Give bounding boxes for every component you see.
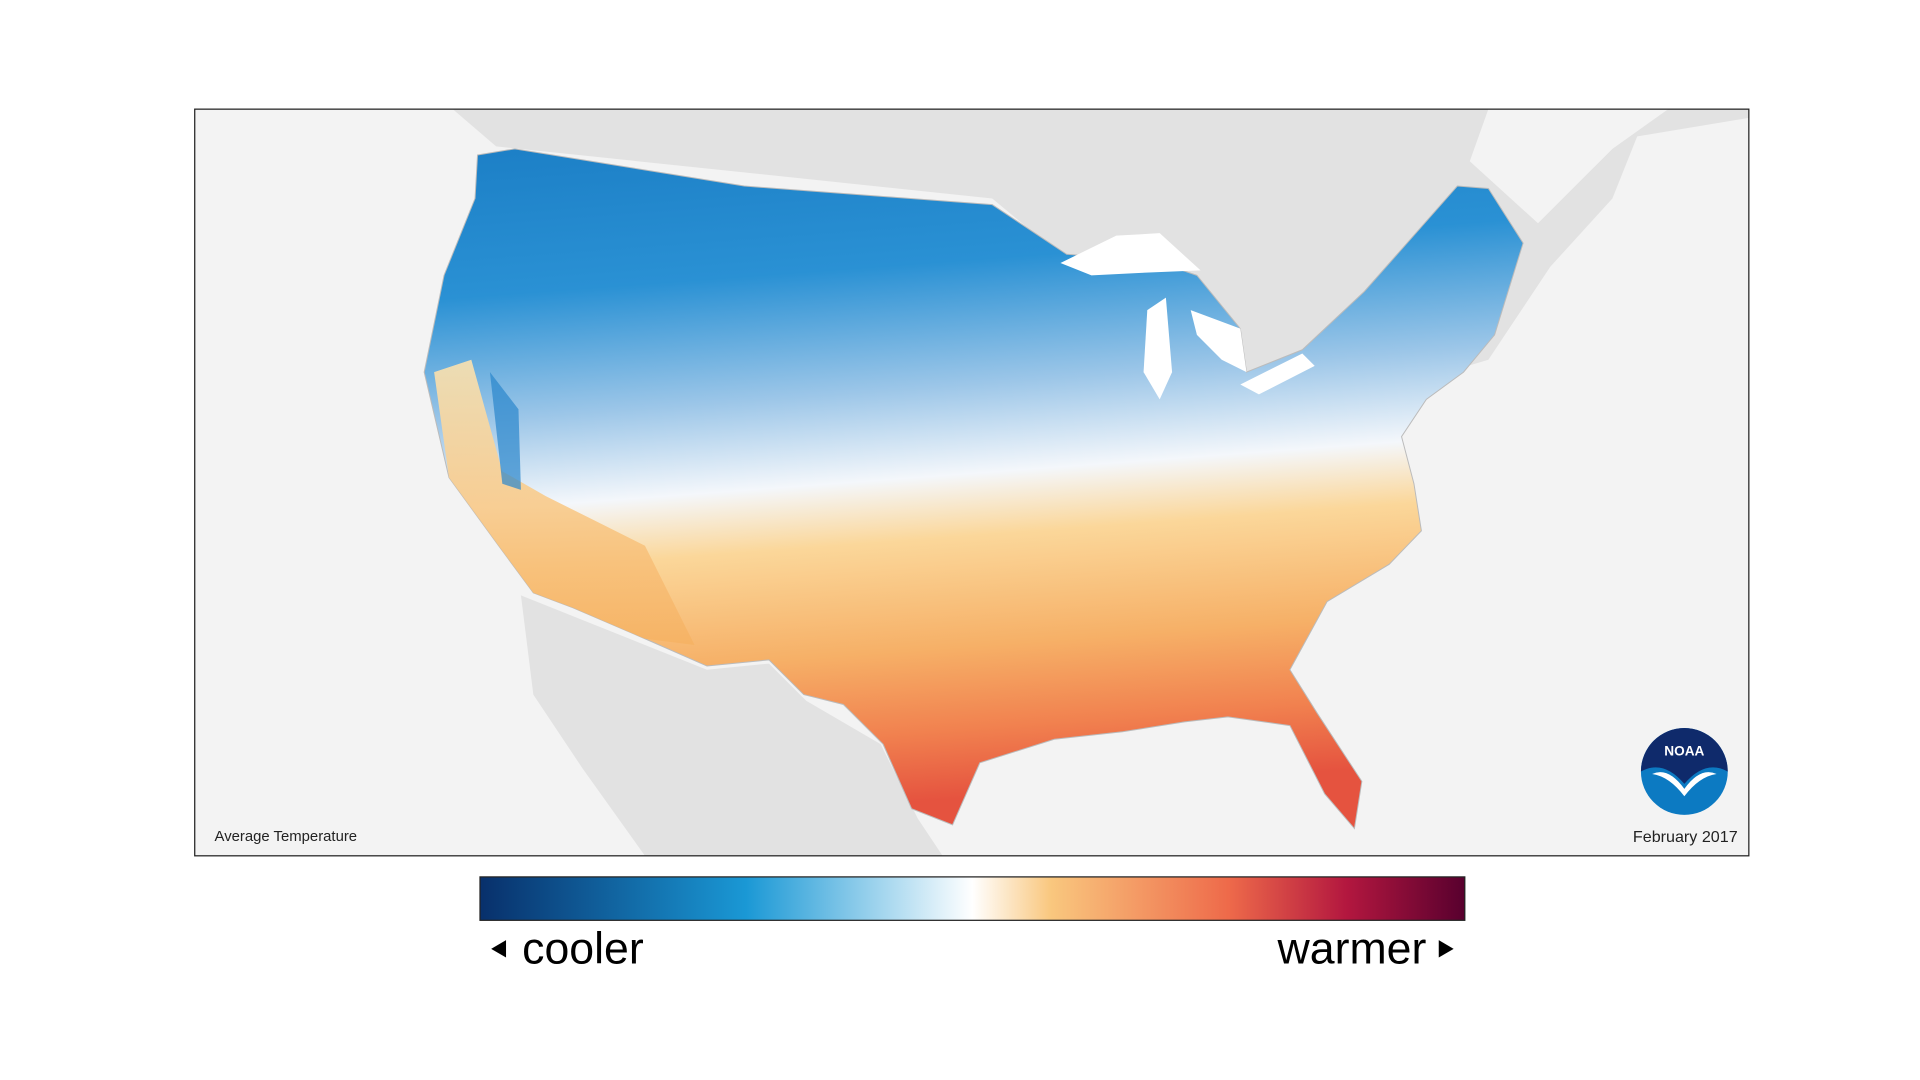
mexico-land	[520, 595, 943, 856]
lake-michigan	[1143, 297, 1173, 400]
legend-low-label: cooler	[522, 925, 644, 974]
color-scale	[479, 876, 1466, 921]
right-arrow	[1438, 940, 1454, 958]
map-title: Average Temperature	[215, 829, 358, 845]
noaa-logo: NOAA	[1640, 728, 1728, 815]
lake-erie	[1240, 353, 1315, 395]
map-date: February 2017	[1633, 828, 1738, 846]
left-arrow	[491, 940, 507, 958]
logo-text: NOAA	[1664, 743, 1704, 758]
logo-bird	[1652, 772, 1717, 797]
map-frame	[194, 108, 1750, 857]
legend-high-label: warmer	[1277, 925, 1427, 974]
map-layer	[423, 109, 1749, 856]
sierra-cool-region	[489, 372, 521, 490]
logo-top	[1640, 728, 1728, 784]
southwest-warm-region	[434, 359, 695, 645]
lake-superior	[1060, 233, 1201, 276]
lake-huron	[1190, 310, 1247, 373]
